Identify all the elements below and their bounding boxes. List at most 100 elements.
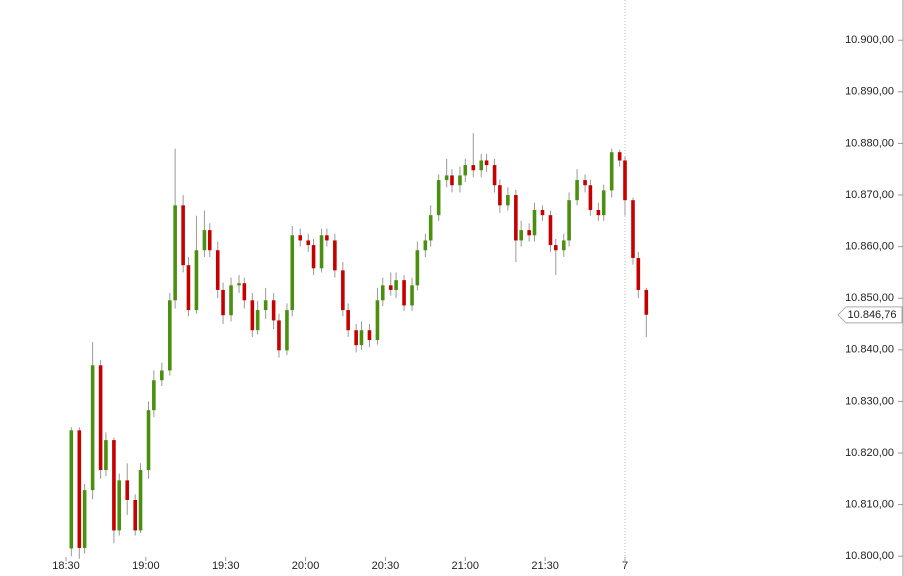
- candle-body: [498, 185, 502, 206]
- candle-body: [186, 265, 191, 311]
- x-tick-label: 18:30: [52, 560, 80, 572]
- candle-body: [354, 330, 358, 346]
- candle-body: [90, 365, 95, 491]
- candle-body: [319, 235, 324, 269]
- candle-body: [69, 430, 74, 549]
- candle-body: [82, 490, 87, 548]
- candle-body: [575, 180, 579, 201]
- candle-body: [636, 257, 641, 290]
- x-tick-label: 20:30: [372, 560, 400, 572]
- candle-body: [255, 310, 260, 331]
- candle-body: [341, 270, 345, 311]
- candle-body: [519, 230, 523, 241]
- candle-body: [346, 310, 350, 331]
- y-tick-label: 10.880,00: [845, 137, 894, 149]
- candle-body: [644, 289, 649, 315]
- candle-body: [152, 380, 156, 411]
- candle-body: [271, 300, 276, 321]
- candle-body: [561, 240, 566, 251]
- candle-body: [444, 175, 449, 181]
- candle-body: [540, 209, 545, 216]
- candle-body: [458, 175, 462, 186]
- candle-body: [77, 430, 82, 548]
- candle-body: [215, 250, 220, 290]
- candle-body: [207, 230, 212, 251]
- candle-body: [548, 215, 553, 246]
- candle-body: [402, 280, 406, 306]
- candle-body: [311, 245, 316, 269]
- candle-body: [506, 195, 510, 206]
- y-tick-label: 10.810,00: [845, 499, 894, 511]
- candle-body: [375, 300, 380, 341]
- y-tick-label: 10.860,00: [845, 241, 894, 253]
- candle-body: [125, 480, 130, 500]
- candle-body: [202, 230, 207, 251]
- candle-body: [450, 175, 454, 186]
- candle-body: [588, 185, 593, 210]
- y-tick-label: 10.870,00: [845, 189, 894, 201]
- candle-body: [104, 440, 108, 471]
- candle-body: [242, 283, 247, 301]
- x-tick-label: 20:00: [292, 560, 320, 572]
- candle-body: [306, 240, 311, 246]
- candle-body: [567, 200, 571, 241]
- y-tick-label: 10.840,00: [845, 344, 894, 356]
- candle-body: [98, 365, 103, 471]
- candle-body: [428, 215, 433, 241]
- candle-body: [394, 280, 398, 290]
- last-price-label: 10.846,76: [848, 309, 897, 321]
- candle-body: [631, 200, 635, 258]
- candle-body: [532, 209, 537, 236]
- candle-body: [221, 289, 225, 316]
- candle-body: [415, 250, 420, 286]
- candle-body: [596, 209, 601, 216]
- candle-body: [492, 165, 497, 186]
- last-price-tag: [837, 306, 903, 324]
- x-tick-label: 21:00: [452, 560, 480, 572]
- y-tick-label: 10.820,00: [845, 447, 894, 459]
- candle-body: [380, 285, 385, 301]
- candle-body: [290, 235, 295, 311]
- candle-body: [463, 165, 468, 176]
- y-tick-label: 10.890,00: [845, 86, 894, 98]
- candle-body: [181, 205, 185, 266]
- candle-body: [138, 470, 143, 531]
- y-tick-label: 10.900,00: [845, 34, 894, 46]
- candle-body: [333, 240, 337, 271]
- candle-body: [436, 180, 441, 216]
- candle-body: [229, 285, 233, 316]
- x-tick-label: 19:00: [132, 560, 160, 572]
- candle-body: [277, 320, 281, 351]
- candle-body: [194, 250, 199, 311]
- candle-body: [367, 330, 372, 341]
- candle-body: [285, 310, 289, 351]
- candle-body: [250, 300, 255, 331]
- candle-body: [423, 240, 428, 251]
- candle-body: [133, 499, 138, 531]
- y-tick-label: 10.800,00: [845, 550, 894, 562]
- candle-body: [325, 235, 329, 241]
- candle-body: [117, 480, 122, 531]
- candle-body: [484, 160, 489, 166]
- candle-body: [583, 180, 587, 186]
- y-tick-label: 10.850,00: [845, 292, 894, 304]
- candle-body: [237, 283, 241, 286]
- candle-body: [527, 230, 531, 236]
- candle-body: [609, 152, 614, 191]
- candle-body: [479, 160, 484, 171]
- candle-body: [623, 160, 627, 201]
- candle-body: [601, 190, 606, 216]
- y-tick-label: 10.830,00: [845, 395, 894, 407]
- candle-body: [388, 285, 393, 290]
- x-tick-label: 21:30: [531, 560, 559, 572]
- candle-body: [298, 235, 303, 241]
- candle-body: [617, 152, 622, 161]
- candle-body: [514, 195, 518, 241]
- candle-body: [112, 440, 116, 531]
- x-tick-label: 19:30: [212, 560, 240, 572]
- candle-body: [173, 205, 177, 301]
- candle-body: [359, 330, 364, 346]
- candle-body: [263, 300, 268, 311]
